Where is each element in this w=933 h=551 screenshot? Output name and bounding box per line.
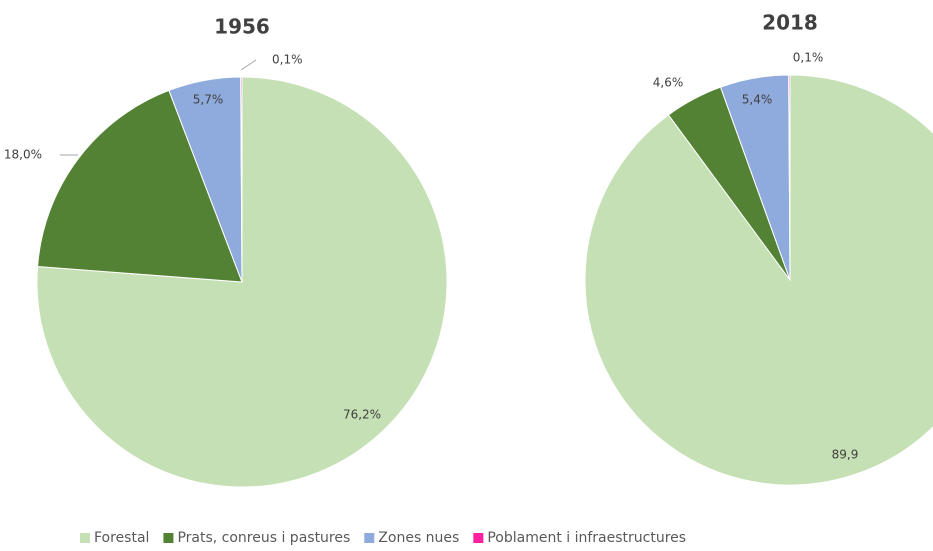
data-label: 18,0% bbox=[4, 148, 42, 162]
pie-slice bbox=[37, 89, 243, 283]
legend-swatch bbox=[473, 533, 484, 543]
data-label: 5,4% bbox=[742, 93, 773, 107]
data-label: 5,7% bbox=[193, 93, 224, 107]
legend-label: Poblament i infraestructures bbox=[487, 530, 686, 546]
pie-slice bbox=[788, 74, 791, 281]
data-label: 0,1% bbox=[272, 53, 303, 67]
chart-title: 1956 bbox=[214, 15, 270, 39]
legend-label: Prats, conreus i pastures bbox=[177, 530, 350, 546]
data-label: 76,2% bbox=[343, 408, 381, 422]
data-label: 0,1% bbox=[793, 51, 824, 65]
legend-label: Zones nues bbox=[378, 530, 459, 546]
pie-slice bbox=[584, 74, 933, 486]
pie-slice bbox=[240, 76, 243, 283]
legend-swatch bbox=[80, 533, 90, 543]
legend-swatch bbox=[364, 533, 375, 543]
legend-swatch bbox=[163, 533, 174, 543]
chart-title: 2018 bbox=[762, 11, 818, 35]
data-label: 89,9 bbox=[832, 448, 859, 462]
leader-line bbox=[240, 59, 257, 71]
data-label: 4,6% bbox=[653, 76, 684, 90]
legend-label: Forestal bbox=[94, 530, 149, 546]
